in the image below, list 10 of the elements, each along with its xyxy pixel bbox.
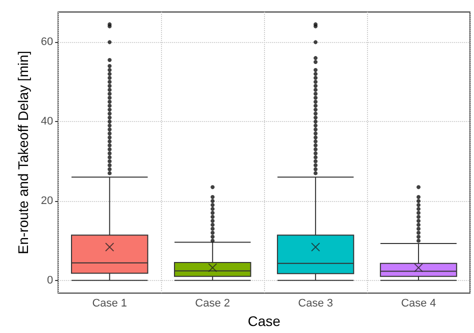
y-axis-title: En-route and Takeoff Delay [min] bbox=[15, 50, 31, 254]
x-axis-title: Case bbox=[248, 313, 281, 329]
y-tick-label: 40 bbox=[40, 116, 54, 128]
y-tick-label: 60 bbox=[40, 36, 54, 48]
x-tick-label: Case 4 bbox=[401, 298, 436, 310]
y-tick-label: 0 bbox=[47, 274, 54, 286]
x-tick-label: Case 1 bbox=[92, 298, 128, 310]
x-tick-label: Case 2 bbox=[195, 298, 230, 310]
x-tick-label: Case 3 bbox=[298, 298, 333, 310]
y-tick-label: 20 bbox=[40, 194, 54, 207]
